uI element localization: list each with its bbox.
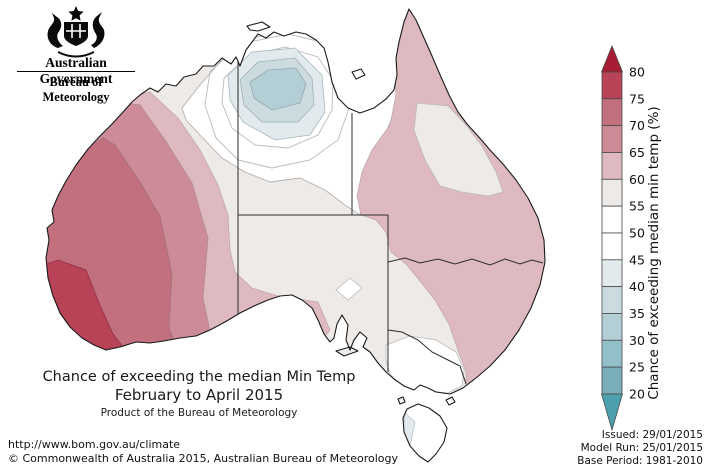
legend-box xyxy=(601,286,623,314)
base-period: Base Period: 1981-2010 xyxy=(577,455,703,468)
band-50-55-sa-patch xyxy=(335,277,363,301)
legend-box xyxy=(601,178,623,207)
map-title-block: Chance of exceeding the median Min Temp … xyxy=(38,368,360,420)
legend-tick-label: 80 xyxy=(629,65,645,80)
legend-tick-label: 30 xyxy=(629,333,645,348)
bureau-label: Bureau of Meteorology xyxy=(42,75,110,104)
legend-tick-label: 35 xyxy=(629,306,645,321)
band-45-55-victoria xyxy=(385,335,465,394)
legend-svg: 80 75 70 65 60 55 50 45 40 35 30 25 20 Chance of exce… xyxy=(600,44,662,432)
legend-tick-label: 65 xyxy=(629,145,645,160)
band-55-60-neqld xyxy=(413,102,504,197)
legend-tick-label: 60 xyxy=(629,172,645,187)
legend-tick-label: 20 xyxy=(629,386,645,401)
map-period: February to April 2015 xyxy=(114,386,284,405)
legend-box xyxy=(601,71,623,100)
state-borders xyxy=(237,60,544,385)
band-30-35-core xyxy=(249,67,307,111)
contour-ring-inner xyxy=(221,46,334,149)
legend-axis-label: Chance of exceeding median min temp (%) xyxy=(646,106,662,399)
legend-box xyxy=(601,205,623,234)
legend-box xyxy=(601,313,623,341)
copyright-note: © Commonwealth of Australia 2015, Austra… xyxy=(8,452,398,466)
legend-tick-label: 40 xyxy=(629,279,645,294)
legend-tick-label: 55 xyxy=(629,199,645,214)
legend-box xyxy=(601,366,623,395)
bom-url: http://www.bom.gov.au/climate xyxy=(8,438,181,451)
map-product-note: Product of the Bureau of Meteorology xyxy=(100,406,298,419)
legend-colorbar: 80 75 70 65 60 55 50 45 40 35 30 25 20 Chance of exce… xyxy=(596,38,708,440)
legend-box xyxy=(601,339,623,368)
model-run-date: Model Run: 25/01/2015 xyxy=(580,442,703,455)
legend-arrow-top xyxy=(600,44,624,73)
legend-tick-label: 45 xyxy=(629,252,645,267)
legend-tick-label: 70 xyxy=(629,118,645,133)
legend-box xyxy=(601,152,623,180)
legend-tick-label: 50 xyxy=(629,225,645,240)
legend-box xyxy=(601,232,623,261)
coastline xyxy=(45,8,546,463)
legend-box xyxy=(601,125,623,153)
map-title: Chance of exceeding the median Min Temp xyxy=(42,369,356,385)
coat-of-arms xyxy=(47,6,105,58)
legend-tick-label: 75 xyxy=(629,91,645,106)
footer-left: http://www.bom.gov.au/climate © Commonwe… xyxy=(8,438,398,466)
legend-box xyxy=(601,259,623,288)
legend-tick-label: 25 xyxy=(629,360,645,375)
legend-box xyxy=(601,98,623,127)
issued-date: Issued: 29/01/2015 xyxy=(601,429,703,441)
header-divider xyxy=(17,71,135,72)
legend-arrow-bottom xyxy=(600,393,624,432)
footer-right: Issued: 29/01/2015 Model Run: 25/01/2015… xyxy=(577,429,703,468)
government-label: Australian Government xyxy=(39,55,113,86)
